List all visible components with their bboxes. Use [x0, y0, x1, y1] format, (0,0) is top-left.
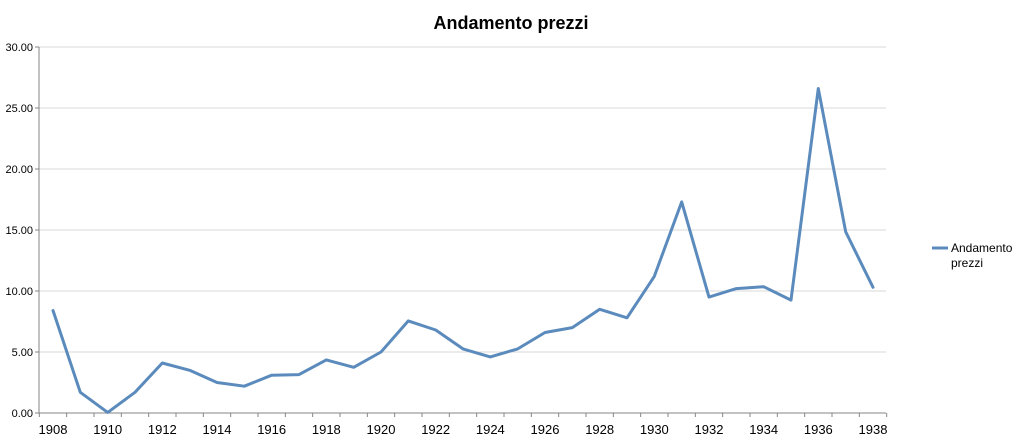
x-tick-label: 1910 — [93, 422, 122, 437]
legend-label: Andamento — [951, 241, 1013, 255]
y-tick-label: 30.00 — [5, 42, 33, 54]
grid-lines — [39, 46, 886, 353]
x-tick-label: 1926 — [531, 422, 560, 437]
y-tick-label: 5.00 — [12, 347, 33, 359]
x-tick-label: 1914 — [203, 422, 232, 437]
x-tick-label: 1938 — [859, 422, 888, 437]
x-tick-label: 1932 — [695, 422, 724, 437]
x-tick-label: 1908 — [39, 422, 68, 437]
x-tick-label: 1936 — [804, 422, 833, 437]
x-axis-ticks: 1908 1910 1912 1914 1916 1918 1920 1922 1924 1926… — [39, 413, 888, 437]
x-tick-label: 1930 — [640, 422, 669, 437]
y-tick-label: 25.00 — [5, 103, 33, 115]
x-tick-label: 1920 — [367, 422, 396, 437]
y-axis-ticks: 0.00 5.00 10.00 15.00 20.00 25.00 30.00 — [5, 42, 39, 420]
y-tick-label: 0.00 — [12, 408, 33, 420]
series-line — [51, 87, 875, 414]
x-tick-label: 1928 — [585, 422, 614, 437]
series-group — [51, 87, 875, 414]
y-tick-label: 20.00 — [5, 164, 33, 176]
x-tick-label: 1912 — [148, 422, 177, 437]
x-tick-label: 1916 — [257, 422, 286, 437]
y-tick-label: 15.00 — [5, 225, 33, 237]
y-tick-label: 10.00 — [5, 286, 33, 298]
x-tick-label: 1924 — [476, 422, 505, 437]
chart-title: Andamento prezzi — [433, 13, 588, 33]
x-tick-label: 1918 — [312, 422, 341, 437]
legend-label: prezzi — [951, 256, 983, 270]
x-tick-label: 1922 — [421, 422, 450, 437]
x-tick-label: 1934 — [749, 422, 778, 437]
